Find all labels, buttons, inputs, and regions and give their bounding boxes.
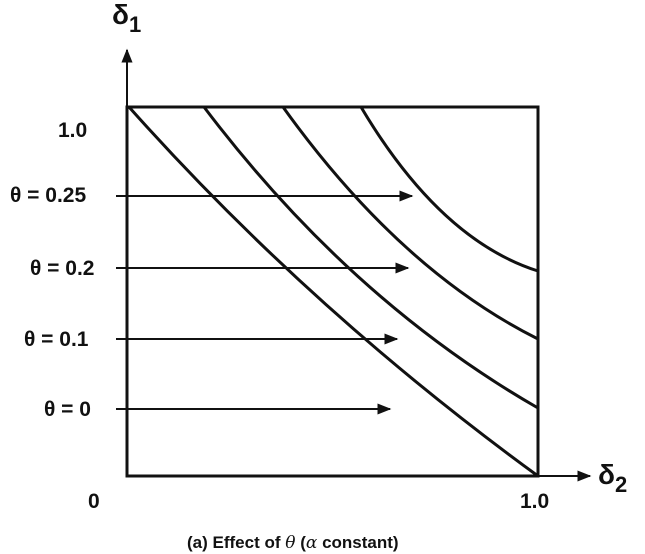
caption-theta-symbol: θ [285, 533, 295, 553]
caption-middle: ( [295, 533, 306, 552]
curve-theta-0-25 [359, 106, 539, 273]
caption-alpha-symbol: α [306, 533, 318, 553]
y-axis-symbol: δ [112, 0, 129, 30]
curve-theta-0-2 [281, 106, 539, 341]
x-axis-subscript: 2 [615, 472, 627, 497]
theta-label-0-1: θ = 0.1 [24, 328, 89, 351]
theta-label-0: θ = 0 [44, 398, 91, 421]
x-axis-symbol: δ [598, 459, 615, 490]
theta-label-0-2: θ = 0.2 [30, 257, 94, 280]
y-max-label: 1.0 [58, 119, 87, 142]
theta-label-0-25: θ = 0.25 [10, 184, 86, 207]
origin-label: 0 [88, 490, 100, 513]
x-axis-title: δ2 [598, 459, 627, 497]
curve-theta-0-1 [202, 106, 539, 410]
figure-caption: (a) Effect of θ (α constant) [187, 533, 399, 553]
y-axis-title: δ1 [112, 0, 141, 37]
curve-theta-0 [127, 106, 539, 478]
plot-frame [125, 105, 540, 478]
x-max-label: 1.0 [520, 490, 549, 513]
caption-suffix: constant) [317, 533, 398, 552]
caption-prefix: (a) Effect of [187, 533, 285, 552]
y-axis-subscript: 1 [129, 12, 141, 37]
